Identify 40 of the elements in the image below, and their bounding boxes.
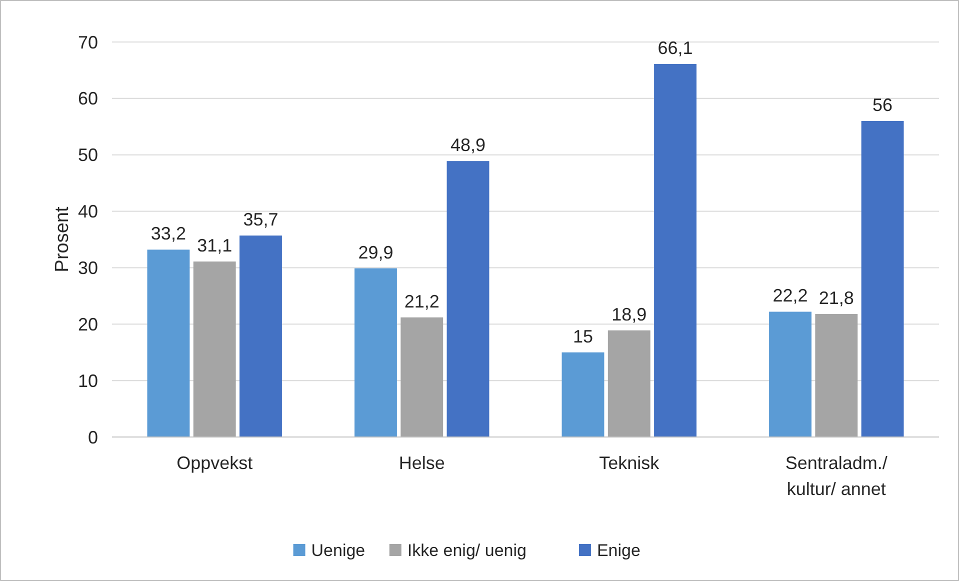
data-label: 21,8 (818, 288, 854, 308)
legend-label: Uenige (311, 540, 366, 560)
x-tick-label: Sentraladm./ kultur/ annet (785, 453, 888, 499)
y-tick-label: 0 (88, 427, 98, 448)
x-tick-label: Oppvekst (176, 453, 253, 473)
data-label: 15 (572, 326, 594, 346)
data-label: 18,9 (612, 304, 647, 324)
bar (815, 314, 858, 437)
y-tick-label: 40 (78, 202, 98, 222)
bar (861, 121, 904, 437)
legend-label: Ikke enig/ uenig (407, 540, 526, 560)
y-tick-label: 60 (78, 88, 98, 109)
bar (562, 352, 604, 437)
y-tick-label: 10 (78, 370, 98, 391)
bar (769, 312, 812, 437)
x-tick-label: Helse (398, 453, 445, 473)
data-label: 31,1 (197, 236, 232, 256)
y-tick-label: 30 (78, 258, 98, 278)
bar (608, 330, 650, 437)
data-label: 48,9 (450, 135, 486, 156)
data-label: 29,9 (358, 242, 394, 262)
bar (446, 161, 490, 437)
data-label: 35,7 (243, 210, 278, 230)
bar (400, 317, 444, 437)
y-axis-title: Prosent (52, 206, 73, 272)
bar (193, 262, 236, 437)
bar (654, 64, 696, 437)
data-label: 56 (872, 95, 893, 115)
y-tick-label: 50 (78, 145, 98, 166)
bar (147, 250, 190, 437)
data-label: 22,2 (772, 286, 808, 306)
legend-label: Enige (596, 540, 640, 560)
y-tick-label: 70 (78, 32, 98, 52)
data-label: 21,2 (404, 291, 440, 312)
x-tick-label: Teknisk (599, 453, 660, 473)
y-tick-label: 20 (78, 314, 98, 334)
bar (354, 268, 397, 437)
data-label: 66,1 (658, 38, 693, 58)
bar (240, 236, 282, 437)
data-label: 33,2 (150, 224, 186, 244)
